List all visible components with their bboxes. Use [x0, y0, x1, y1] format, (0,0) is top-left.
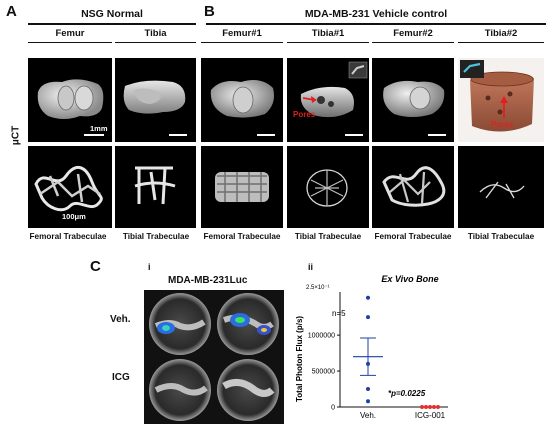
col-underline — [287, 42, 369, 43]
col-tibia-2: Tibia#2 — [484, 28, 518, 39]
col-femur: Femur — [55, 28, 85, 39]
tibia-1-render: Pores — [287, 58, 369, 142]
data-point-veh — [366, 315, 370, 320]
y-axis-exponent: 2.5×10⁻¹ — [306, 285, 330, 291]
bioluminescence-image — [144, 290, 284, 424]
p-value-annotation: *p=0.0225 — [388, 389, 426, 398]
scale-bar — [428, 134, 446, 136]
femur-1-render — [201, 58, 283, 142]
x-tick-label: ICG-001 — [415, 411, 446, 420]
pores-label: Pores — [293, 110, 316, 119]
data-point-veh — [366, 295, 370, 300]
panel-b-letter: B — [204, 3, 215, 20]
bottom-label-1: Femoral Trabeculae — [29, 232, 107, 241]
scale-bar — [84, 134, 104, 136]
panel-c-letter: C — [90, 258, 101, 275]
y-axis-label: Total Photon Flux (p/s) — [295, 316, 304, 402]
data-point-veh — [366, 399, 370, 404]
tibial-trabeculae-1 — [287, 146, 369, 228]
pores-label: Pores — [491, 120, 514, 129]
col-underline — [201, 42, 283, 43]
col-underline — [115, 42, 196, 43]
col-femur-1: Femur#1 — [222, 28, 262, 39]
tibia-2-render: Pores — [458, 58, 544, 142]
panel-c-sub-ii: ii — [308, 262, 314, 272]
col-tibia: Tibia — [144, 28, 167, 39]
bottom-label-5: Femoral Trabeculae — [374, 232, 452, 241]
row-label-veh: Veh. — [110, 314, 131, 325]
data-point-icg — [428, 405, 432, 409]
tibial-trabeculae-2 — [458, 146, 544, 228]
tibial-trabeculae-normal — [115, 146, 196, 228]
panel-a-title-underline — [28, 23, 196, 25]
y-tick-label: 1000000 — [308, 333, 335, 340]
bottom-label-3: Femoral Trabeculae — [203, 232, 281, 241]
row-label-muct: μCT — [10, 125, 22, 146]
y-tick-label: 500000 — [312, 369, 335, 376]
row-label-icg: ICG — [112, 372, 130, 383]
data-point-icg — [436, 405, 440, 409]
data-point-icg — [420, 405, 424, 409]
femur-2-render — [372, 58, 454, 142]
panel-a-letter: A — [6, 3, 17, 20]
tibia-normal-render — [115, 58, 196, 142]
n-annotation: n=5 — [332, 309, 346, 318]
image-title: MDA-MB-231Luc — [168, 275, 248, 286]
panel-b-title: MDA-MB-231 Vehicle control — [304, 8, 448, 20]
bottom-label-4: Tibial Trabeculae — [294, 232, 362, 241]
data-point-veh — [366, 387, 370, 392]
data-point-icg — [432, 405, 436, 409]
femoral-trabeculae-normal: 100μm — [28, 146, 112, 228]
photon-flux-chart: Ex Vivo Bone 2.5×10⁻¹ Total Photon Flux … — [290, 270, 548, 429]
col-underline — [458, 42, 544, 43]
femoral-trabeculae-1 — [201, 146, 283, 228]
data-point-icg — [424, 405, 428, 409]
col-underline — [372, 42, 454, 43]
femur-normal-render: 1mm — [28, 58, 112, 142]
x-tick-label: Veh. — [360, 411, 376, 420]
scale-bar — [257, 134, 275, 136]
bottom-label-2: Tibial Trabeculae — [122, 232, 190, 241]
femoral-trabeculae-2 — [372, 146, 454, 228]
scale-bar — [345, 134, 363, 136]
col-tibia-1: Tibia#1 — [311, 28, 345, 39]
panel-c-sub-i: i — [148, 262, 151, 272]
scale-label-1mm: 1mm — [90, 124, 108, 133]
chart-title: Ex Vivo Bone — [381, 274, 438, 284]
panel-a-title: NSG Normal — [81, 8, 143, 20]
col-underline — [28, 42, 112, 43]
panel-b-title-underline — [206, 23, 546, 25]
y-tick-label: 0 — [331, 405, 335, 412]
scale-bar — [169, 134, 187, 136]
bottom-label-6: Tibial Trabeculae — [467, 232, 535, 241]
scale-label-100um: 100μm — [62, 212, 86, 221]
col-femur-2: Femur#2 — [393, 28, 433, 39]
